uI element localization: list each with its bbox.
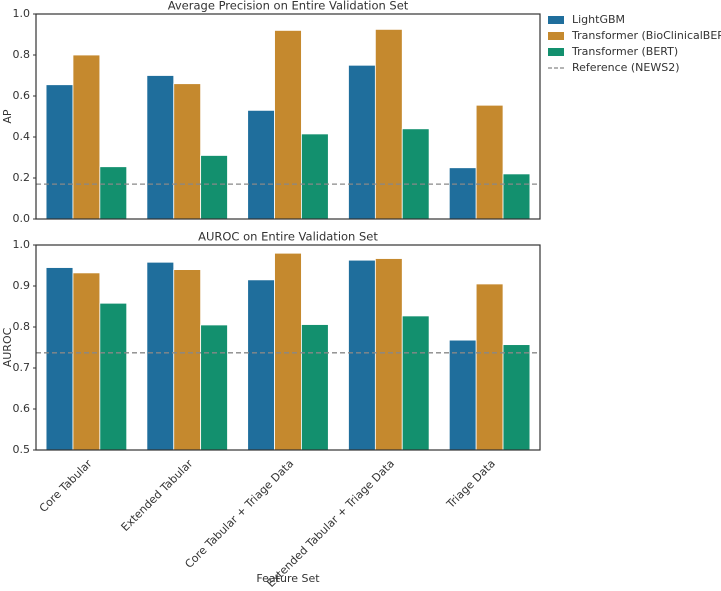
bar <box>200 324 228 451</box>
bar <box>348 259 376 451</box>
bar <box>401 315 430 451</box>
bar <box>374 258 403 451</box>
bar <box>475 283 504 451</box>
bar <box>72 54 101 220</box>
y-axis-label: AUROC <box>1 327 14 367</box>
x-tick-label: Extended Tabular <box>119 457 196 534</box>
legend-label: LightGBM <box>572 13 625 26</box>
y-tick-label: 0.4 <box>13 130 31 143</box>
y-tick-label: 0.9 <box>13 279 31 292</box>
bar <box>200 155 228 220</box>
axes-frame <box>35 244 541 451</box>
bar <box>173 83 202 220</box>
legend-label: Transformer (BERT) <box>571 45 678 58</box>
y-tick-label: 0.6 <box>13 89 31 102</box>
bar <box>45 267 74 451</box>
axes-frame <box>35 13 541 220</box>
y-tick-label: 0.5 <box>13 443 31 456</box>
y-tick-label: 0.2 <box>13 171 31 184</box>
legend-label: Reference (NEWS2) <box>572 61 680 74</box>
x-tick-label: Core Tabular + Triage Data <box>182 457 296 571</box>
bar <box>72 272 101 451</box>
y-tick-label: 1.0 <box>13 7 31 20</box>
y-tick-label: 0.8 <box>13 320 31 333</box>
legend-swatch <box>548 48 564 56</box>
bar <box>274 252 302 451</box>
bar <box>448 339 477 451</box>
bar <box>99 166 128 220</box>
bar <box>475 104 504 220</box>
legend-label: Transformer (BioClinicalBERT) <box>571 29 721 42</box>
bar <box>173 269 202 451</box>
y-tick-label: 0.8 <box>13 48 31 61</box>
legend-swatch <box>548 16 564 24</box>
y-tick-label: 0.6 <box>13 402 31 415</box>
bar <box>247 109 275 220</box>
y-tick-label: 1.0 <box>13 238 31 251</box>
chart-title: Average Precision on Entire Validation S… <box>168 0 409 13</box>
bar <box>401 128 430 220</box>
bar <box>45 84 74 220</box>
y-tick-label: 0.7 <box>13 361 31 374</box>
bar <box>274 29 302 220</box>
chart-title: AUROC on Entire Validation Set <box>198 230 378 244</box>
legend-swatch <box>548 32 564 40</box>
bar <box>348 64 376 220</box>
x-tick-label: Triage Data <box>443 457 497 511</box>
bar <box>374 28 403 220</box>
bar <box>301 133 329 220</box>
bar <box>146 261 175 451</box>
bar <box>146 75 175 220</box>
x-axis-label: Feature Set <box>256 572 320 585</box>
x-tick-label: Core Tabular <box>37 457 95 515</box>
y-tick-label: 0.0 <box>13 212 31 225</box>
bar <box>301 324 329 451</box>
bar <box>502 344 531 451</box>
bar <box>247 279 275 451</box>
y-axis-label: AP <box>1 109 14 124</box>
bar <box>502 173 531 220</box>
bar <box>448 167 477 220</box>
bar <box>99 302 128 451</box>
